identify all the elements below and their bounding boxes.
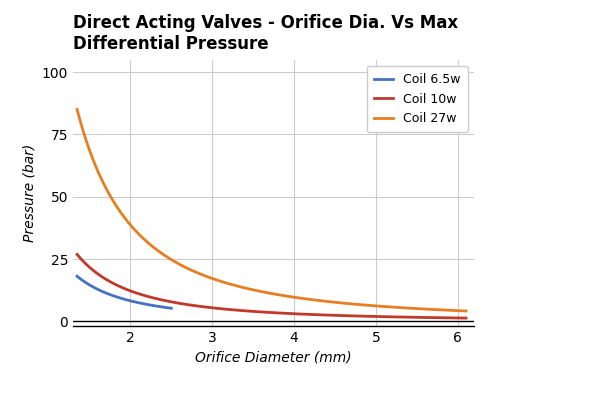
Legend: Coil 6.5w, Coil 10w, Coil 27w: Coil 6.5w, Coil 10w, Coil 27w [367, 66, 468, 133]
Coil 10w [392, 314, 399, 319]
Line: Coil 6.5w: Coil 6.5w [77, 276, 171, 308]
Line: Coil 10w: Coil 10w [77, 254, 466, 318]
Coil 27w [284, 294, 291, 298]
Coil 10w [305, 312, 313, 317]
Coil 10w [463, 316, 470, 320]
Coil 27w [453, 308, 460, 313]
Coil 6.5w [74, 274, 81, 279]
Text: Direct Acting Valves - Orifice Dia. Vs Max
Differential Pressure: Direct Acting Valves - Orifice Dia. Vs M… [73, 14, 458, 53]
Coil 10w [74, 252, 81, 257]
Coil 10w [453, 316, 460, 320]
Coil 6.5w [119, 296, 126, 301]
Coil 6.5w [168, 306, 175, 310]
Y-axis label: Pressure (bar): Pressure (bar) [22, 144, 36, 242]
Coil 27w [74, 107, 81, 112]
Coil 27w [305, 297, 313, 302]
Coil 6.5w [118, 296, 125, 301]
Coil 27w [463, 308, 470, 313]
Coil 10w [260, 310, 268, 314]
Coil 27w [392, 305, 399, 310]
Coil 27w [258, 289, 266, 294]
Coil 10w [284, 311, 291, 316]
Coil 6.5w [165, 306, 173, 310]
Line: Coil 27w: Coil 27w [77, 109, 466, 311]
Coil 6.5w [151, 303, 158, 308]
Coil 10w [258, 310, 266, 314]
Coil 6.5w [125, 298, 132, 302]
Coil 27w [260, 290, 268, 295]
X-axis label: Orifice Diameter (mm): Orifice Diameter (mm) [195, 351, 352, 365]
Coil 6.5w [130, 299, 137, 304]
